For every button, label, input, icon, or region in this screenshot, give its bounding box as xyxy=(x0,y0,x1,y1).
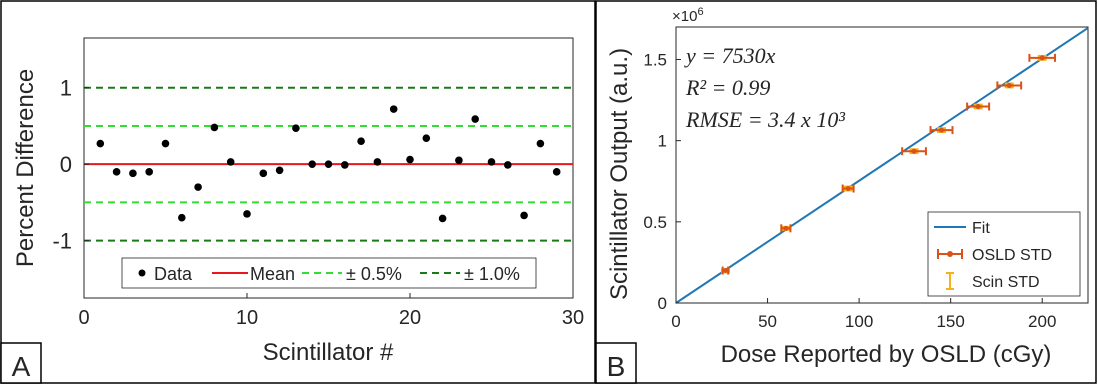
y-tick-label-b-1: 0.5 xyxy=(643,213,667,232)
chart-b-ylabel: Scintillator Output (a.u.) xyxy=(606,48,633,300)
chart-a-y-ticks: -1 0 1 xyxy=(52,76,89,254)
panel-b-label: B xyxy=(607,351,626,382)
dose-point-2 xyxy=(841,184,855,193)
osld-marker-0 xyxy=(722,268,728,274)
osld-marker-3 xyxy=(911,148,917,154)
osld-marker-7 xyxy=(1039,55,1045,61)
chart-b-y-ticks: 0 0.5 1 1.5 xyxy=(643,50,681,313)
data-point-24 xyxy=(471,115,480,123)
y-tick-label-b-3: 1.5 xyxy=(643,50,667,69)
chart-b-legend: Fit OSLD STD Scin STD xyxy=(927,211,1081,297)
dose-point-6 xyxy=(996,81,1023,90)
data-point-19 xyxy=(389,105,398,113)
dose-point-1 xyxy=(780,224,792,233)
x-tick-label-b-0: 0 xyxy=(671,312,680,331)
y-tick-label-a-2: 1 xyxy=(60,76,72,101)
dose-point-4 xyxy=(929,126,954,135)
data-point-9 xyxy=(226,158,235,166)
legend-a-data-marker xyxy=(138,269,146,277)
data-point-21 xyxy=(422,134,431,142)
legend-a-mean-label: Mean xyxy=(250,264,295,284)
data-point-26 xyxy=(504,161,512,169)
data-point-13 xyxy=(292,124,300,133)
y-tick-label-b-2: 1 xyxy=(658,132,667,151)
legend-b-osld-marker xyxy=(947,251,953,257)
chart-b-xlabel: Dose Reported by OSLD (cGy) xyxy=(721,341,1052,368)
panel-a-label-box xyxy=(0,342,42,384)
x-tick-label-a-20: 20 xyxy=(399,307,421,329)
osld-marker-6 xyxy=(1006,82,1012,88)
chart-a-xlabel: Scintillator # xyxy=(263,339,394,366)
y-tick-label-a-0: -1 xyxy=(52,229,72,254)
dose-point-5 xyxy=(966,102,991,111)
legend-a-data-label: Data xyxy=(154,264,193,284)
panel-a-label: A xyxy=(12,351,31,382)
dose-point-0 xyxy=(720,266,730,275)
data-point-20 xyxy=(406,155,414,164)
panel-b-label-box xyxy=(595,342,637,384)
chart-a-legend: Data Mean ± 0.5% ± 1.0% xyxy=(121,257,537,289)
data-point-25 xyxy=(487,158,496,166)
data-point-10 xyxy=(243,210,251,218)
chart-b-annotation-equation: y = 7530x xyxy=(684,43,776,68)
data-point-8 xyxy=(210,123,219,132)
x-tick-label-a-0: 0 xyxy=(78,307,89,329)
x-tick-label-b-100: 100 xyxy=(845,312,873,331)
chart-b-fit-line xyxy=(675,27,1089,304)
data-point-11 xyxy=(259,169,268,178)
dose-point-3 xyxy=(901,147,927,156)
data-point-3 xyxy=(129,169,137,178)
legend-b-scin-label: Scin STD xyxy=(972,274,1040,291)
chart-b-exponent: ×106 xyxy=(672,6,704,25)
x-tick-label-a-10: 10 xyxy=(236,307,258,329)
chart-b: 0 50 100 150 200 0 0.5 1 1.5 ×106 Dose Reported… xyxy=(606,6,1089,368)
fit-line xyxy=(675,27,1089,304)
data-point-14 xyxy=(308,160,317,168)
data-point-6 xyxy=(178,213,186,222)
chart-b-data-points xyxy=(720,53,1057,275)
x-tick-label-a-30: 30 xyxy=(562,307,584,329)
data-point-7 xyxy=(194,183,202,191)
chart-a-data-points xyxy=(96,105,561,223)
legend-a-half-label: ± 0.5% xyxy=(346,264,402,284)
x-tick-label-b-200: 200 xyxy=(1028,312,1056,331)
data-point-2 xyxy=(112,168,121,176)
data-point-17 xyxy=(357,137,365,146)
osld-marker-2 xyxy=(845,186,851,192)
chart-a-plot-area xyxy=(83,37,574,299)
chart-b-x-ticks: 0 50 100 150 200 xyxy=(671,298,1056,331)
y-tick-label-b-0: 0 xyxy=(658,294,667,313)
osld-marker-4 xyxy=(939,127,945,133)
data-point-16 xyxy=(341,161,349,169)
chart-a-ylabel: Percent Difference xyxy=(12,69,39,267)
chart-b-exponent-power: 6 xyxy=(697,6,703,18)
osld-marker-1 xyxy=(783,225,789,231)
legend-a-one-label: ± 1.0% xyxy=(464,264,520,284)
data-point-1 xyxy=(96,139,105,148)
data-point-29 xyxy=(552,168,561,176)
legend-b-fit-label: Fit xyxy=(972,220,990,237)
chart-b-annotation-rmse: RMSE = 3.4 x 10³ xyxy=(685,107,845,132)
data-point-5 xyxy=(161,139,170,148)
data-point-27 xyxy=(520,211,528,220)
data-point-18 xyxy=(373,158,382,166)
x-tick-label-b-50: 50 xyxy=(758,312,777,331)
data-point-15 xyxy=(324,160,333,168)
y-tick-label-a-1: 0 xyxy=(60,152,72,177)
data-point-28 xyxy=(536,139,545,148)
x-tick-label-b-150: 150 xyxy=(936,312,964,331)
osld-marker-5 xyxy=(975,104,981,110)
chart-a-x-ticks: 0 10 20 30 xyxy=(78,293,584,329)
data-point-12 xyxy=(275,166,284,175)
legend-b-osld-label: OSLD STD xyxy=(972,247,1052,264)
data-point-4 xyxy=(145,168,153,176)
data-point-22 xyxy=(438,214,447,223)
chart-b-annotation-r2: R² = 0.99 xyxy=(685,75,770,100)
chart-a: 0 10 20 30 -1 0 1 Scintillator # Percent Diff… xyxy=(12,37,584,366)
chart-b-exponent-base: ×10 xyxy=(672,8,697,25)
data-point-23 xyxy=(455,156,463,165)
dose-point-7 xyxy=(1028,53,1057,62)
